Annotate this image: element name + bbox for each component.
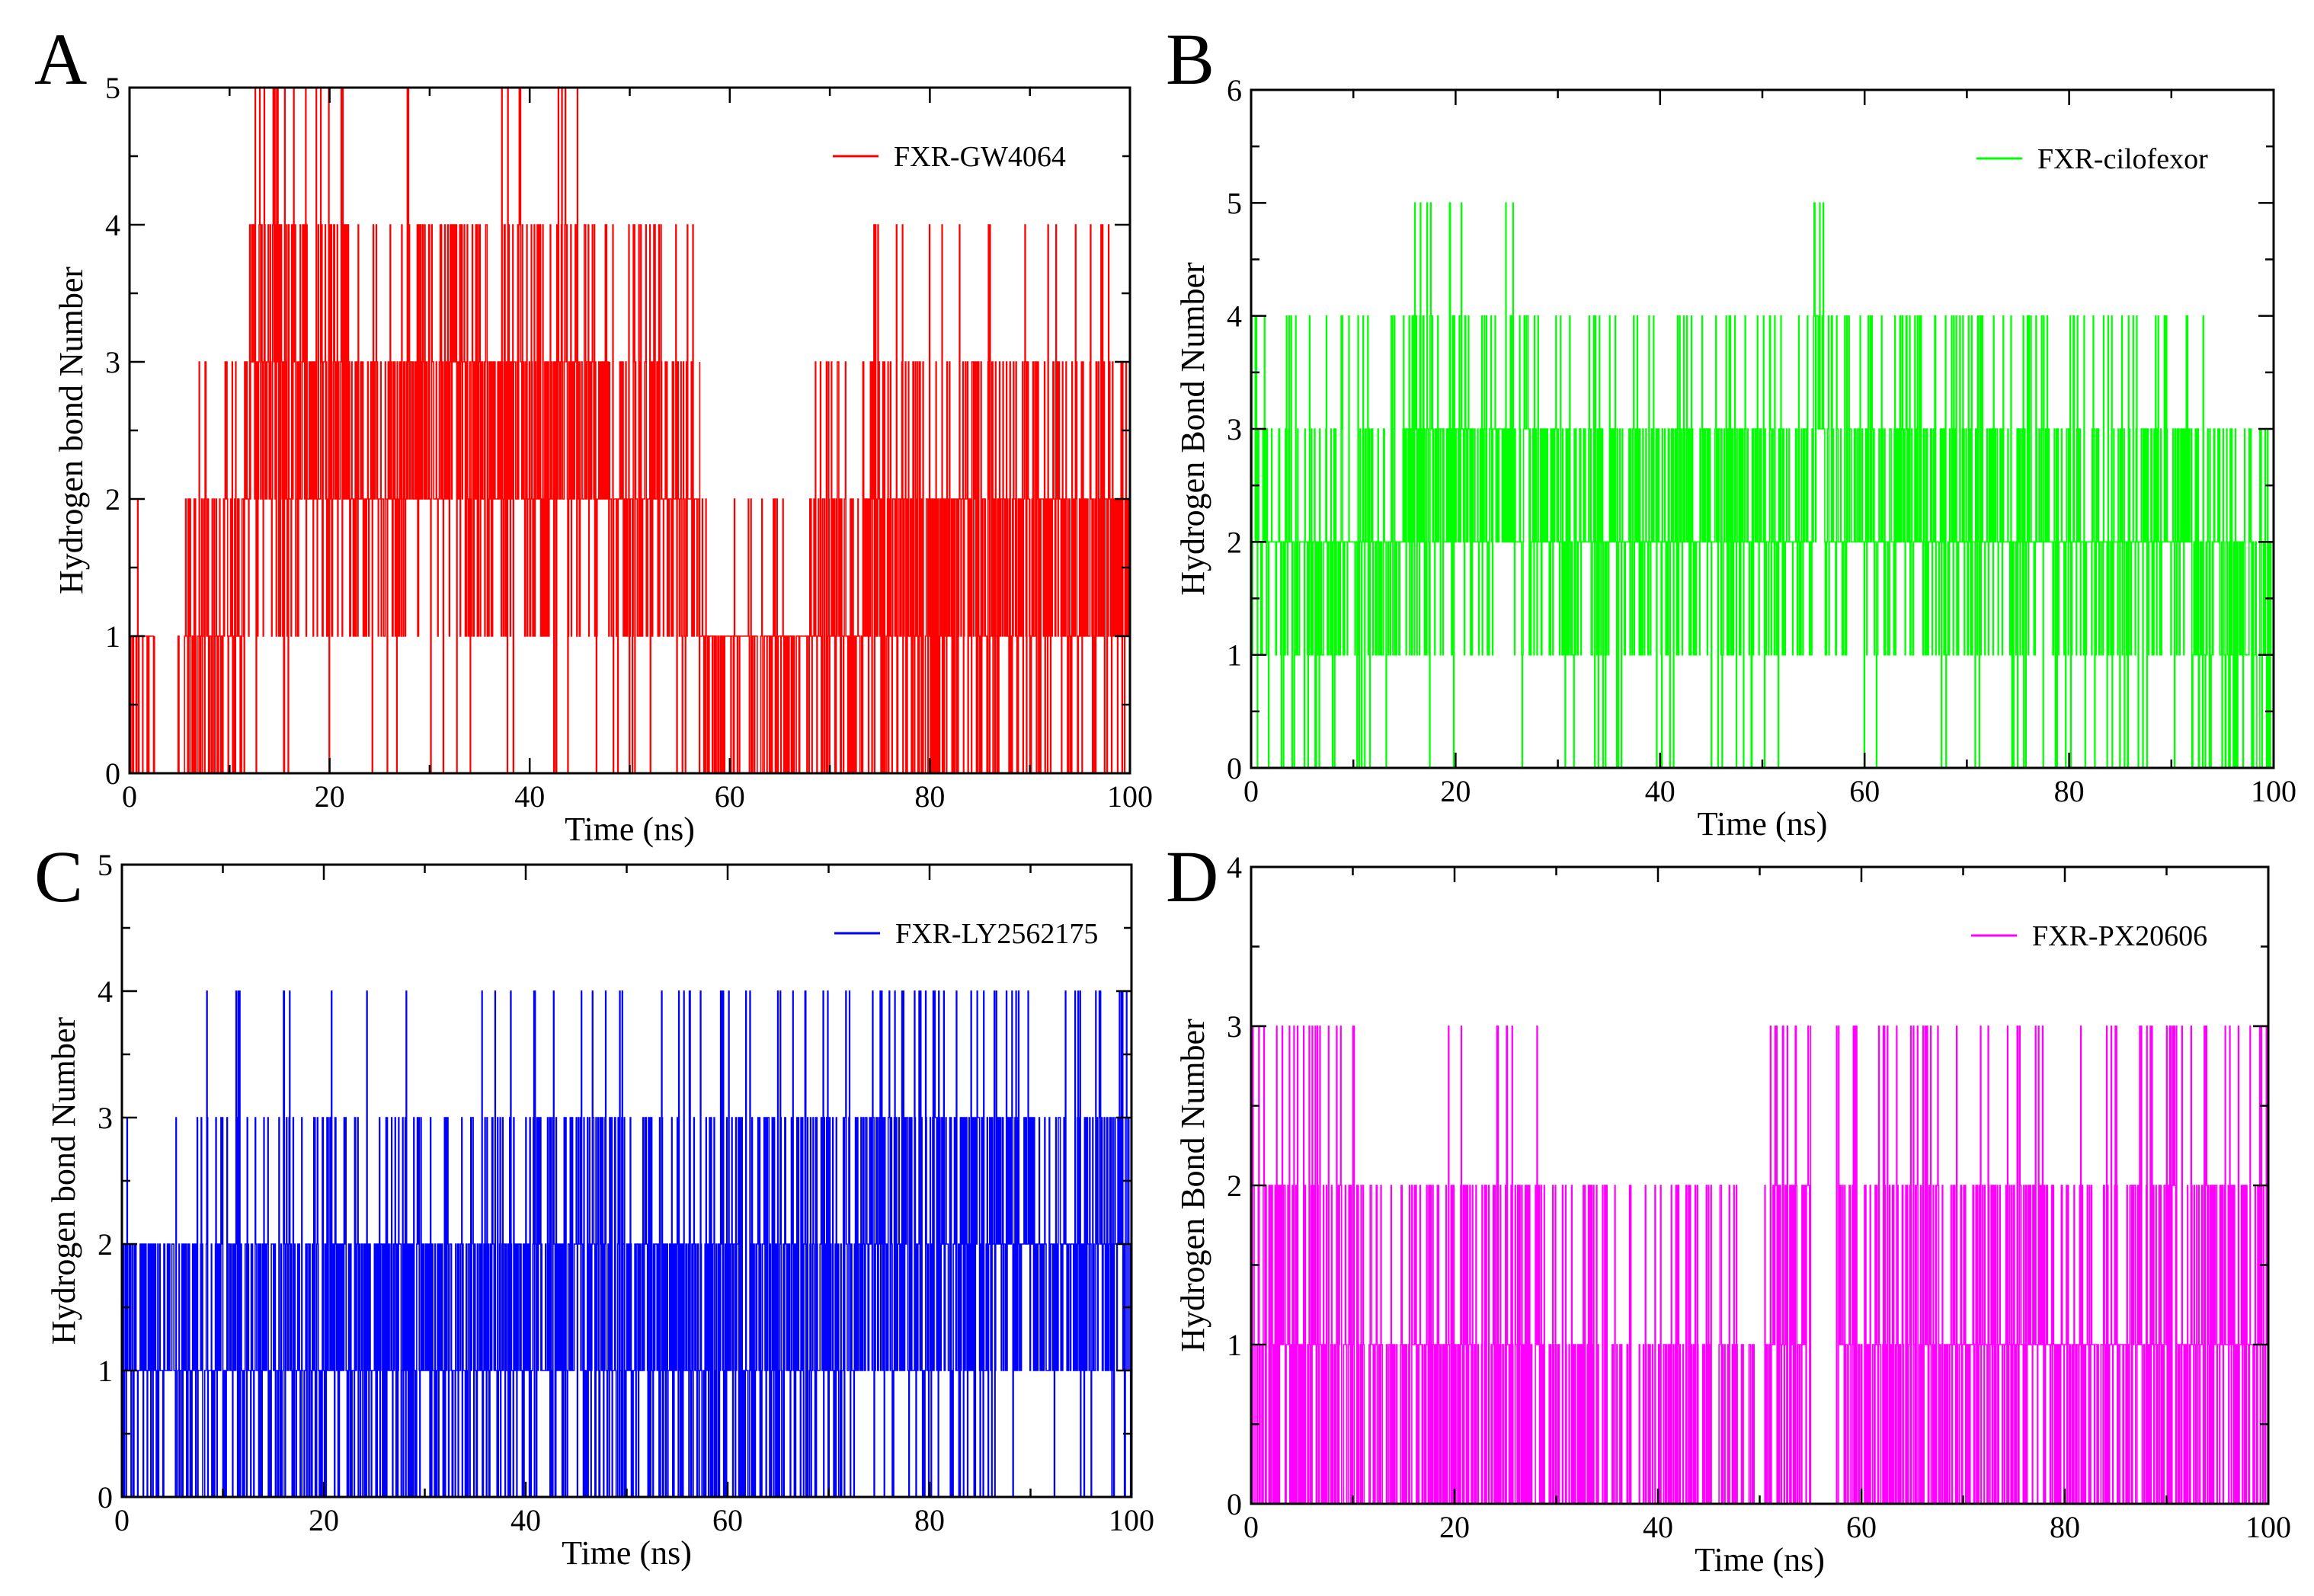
x-axis-label: Time (ns)	[562, 1534, 692, 1572]
series-line-d	[1251, 1025, 2268, 1504]
y-tick-label: 2	[1227, 525, 1242, 559]
x-axis-label: Time (ns)	[1695, 1541, 1825, 1578]
x-tick-label: 40	[510, 1503, 541, 1537]
panel-letter-d: D	[1166, 836, 1218, 917]
series-line-c	[122, 990, 1131, 1497]
y-axis-label: Hydrogen Bond Number	[1174, 1019, 1211, 1352]
y-tick-label: 4	[1227, 850, 1242, 884]
y-tick-label: 3	[98, 1101, 113, 1135]
y-tick-label: 4	[1227, 299, 1242, 334]
x-tick-label: 60	[715, 779, 745, 814]
legend-label: FXR-cilofexor	[2037, 143, 2208, 175]
x-tick-label: 20	[315, 779, 345, 814]
y-tick-label: 0	[98, 1480, 113, 1514]
panel-letter-a: A	[34, 18, 87, 100]
panel-a: A 0 20 40 60 80 100 0 1 2 3 4 5 Time (ns) Hydrogen bon…	[34, 18, 1153, 848]
x-tick-label: 40	[1645, 774, 1675, 808]
panel-letter-b: B	[1166, 18, 1215, 100]
y-tick-label: 1	[1227, 638, 1242, 673]
x-tick-label: 20	[309, 1503, 339, 1537]
y-tick-label: 1	[98, 1354, 113, 1388]
x-tick-label: 100	[2251, 774, 2296, 808]
y-tick-label: 3	[1227, 1009, 1242, 1044]
x-tick-label: 20	[1439, 1510, 1470, 1544]
y-tick-label: 5	[98, 848, 113, 882]
x-tick-label: 80	[914, 1503, 945, 1537]
series-line-b	[1251, 202, 2274, 768]
legend-label: FXR-LY2562175	[895, 918, 1098, 950]
y-axis-label: Hydrogen bond Number	[45, 1017, 82, 1345]
x-tick-label: 100	[1107, 779, 1153, 814]
x-tick-label: 60	[1846, 1510, 1877, 1544]
y-tick-label: 2	[105, 482, 120, 517]
y-tick-label: 5	[105, 71, 120, 105]
y-tick-label: 2	[1227, 1169, 1242, 1203]
y-tick-label: 4	[105, 208, 120, 242]
x-tick-label: 0	[122, 779, 137, 814]
panel-c: C 0 20 40 60 80 100 0 1 2 3 4 5 Time (ns) Hydrogen bon…	[34, 836, 1154, 1572]
x-axis-label: Time (ns)	[565, 811, 695, 848]
y-tick-label: 2	[98, 1227, 113, 1262]
y-axis-label: Hydrogen Bond Number	[1174, 262, 1211, 596]
x-tick-label: 20	[1440, 774, 1471, 808]
legend-label: FXR-PX20606	[2032, 920, 2207, 952]
panel-letter-c: C	[34, 836, 83, 917]
x-tick-label: 80	[2054, 774, 2085, 808]
x-tick-label: 80	[2050, 1510, 2080, 1544]
y-tick-label: 0	[105, 756, 120, 791]
series-line-a	[130, 88, 1130, 773]
x-tick-label: 0	[1243, 1510, 1259, 1544]
legend-label: FXR-GW4064	[894, 141, 1066, 173]
x-tick-label: 60	[712, 1503, 743, 1537]
x-tick-label: 0	[1243, 774, 1259, 808]
x-tick-label: 80	[914, 779, 945, 814]
x-tick-label: 40	[1643, 1510, 1673, 1544]
y-tick-label: 6	[1227, 73, 1242, 107]
y-tick-label: 5	[1227, 186, 1242, 220]
panel-b: B 0 20 40 60 80 100 0 1 2 3 4 5 6 Time (ns) Hydrogen Bo…	[1166, 18, 2296, 843]
panel-d: D 0 20 40 60 80 100 0 1 2 3 4 Time (ns) Hydrogen Bond…	[1166, 836, 2291, 1578]
y-tick-label: 1	[105, 619, 120, 654]
x-axis-label: Time (ns)	[1698, 805, 1828, 843]
y-tick-label: 3	[1227, 412, 1242, 446]
x-tick-label: 100	[1109, 1503, 1154, 1537]
y-tick-label: 1	[1227, 1328, 1242, 1362]
y-tick-label: 0	[1227, 751, 1242, 785]
x-tick-label: 100	[2245, 1510, 2291, 1544]
y-axis-label: Hydrogen bond Number	[53, 267, 90, 594]
y-tick-label: 4	[98, 974, 113, 1009]
x-tick-label: 0	[114, 1503, 130, 1537]
y-tick-label: 3	[105, 345, 120, 379]
y-tick-label: 0	[1227, 1487, 1242, 1521]
x-tick-label: 40	[514, 779, 545, 814]
x-tick-label: 60	[1849, 774, 1880, 808]
